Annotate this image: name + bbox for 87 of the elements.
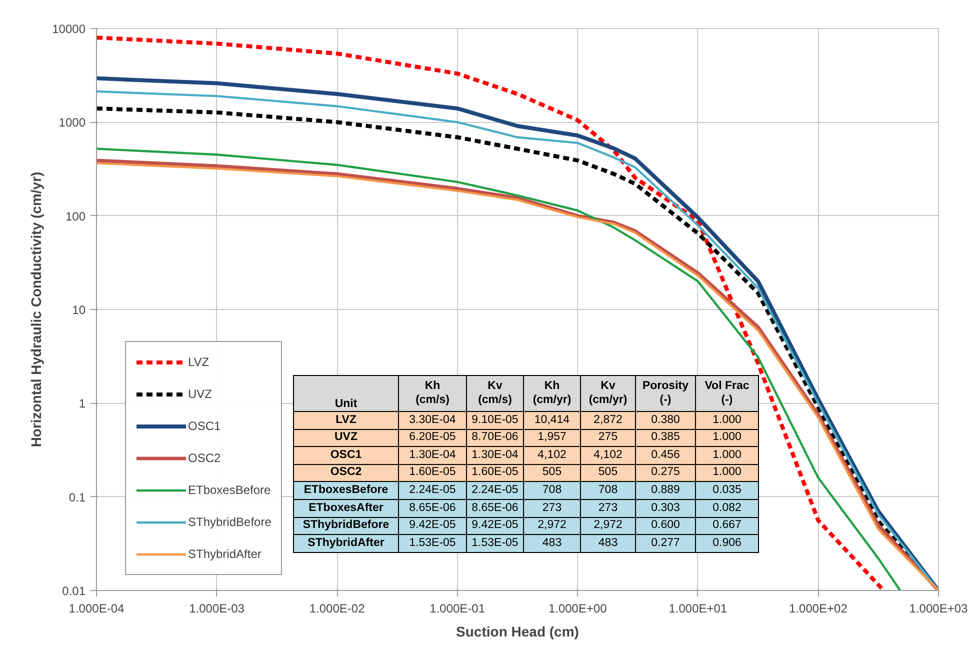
annotation: ETboxesAfter — [294, 499, 398, 518]
annotation: 8.65E-06 — [466, 499, 524, 518]
annotation: 0.035 — [696, 482, 758, 500]
x-tick-label: 1.000E-02 — [309, 602, 366, 616]
legend-label: OSC2 — [188, 451, 221, 465]
legend-label: SThybridAfter — [188, 547, 262, 561]
annotation: 483 — [524, 534, 580, 552]
annotation: SThybridBefore — [294, 517, 398, 535]
annotation: 9.42E-05 — [398, 517, 466, 535]
annotation: 0.600 — [636, 517, 696, 535]
annotation: 0.277 — [636, 534, 696, 552]
annotation: 3.30E-04 — [398, 412, 466, 430]
annotation: Kh (cm/s) — [398, 376, 466, 412]
annotation: 6.20E-05 — [398, 429, 466, 447]
annotation: 4,102 — [580, 446, 636, 464]
annotation: Kh (cm/yr) — [524, 376, 580, 412]
annotation: 275 — [580, 429, 636, 447]
annotation: 1.000 — [696, 446, 758, 464]
legend-label: LVZ — [188, 355, 210, 369]
x-tick-label: 1.000E+02 — [789, 602, 848, 616]
legend-label: SThybridBefore — [188, 515, 272, 529]
annotation: 2.24E-05 — [398, 482, 466, 500]
annotation: 8.70E-06 — [466, 429, 524, 447]
annotation: 0.889 — [636, 482, 696, 500]
annotation: Unit — [294, 376, 398, 412]
legend-label: OSC1 — [188, 419, 221, 433]
annotation: 8.65E-06 — [398, 499, 466, 518]
annotation: Kv (cm/s) — [466, 376, 524, 412]
annotation: 9.42E-05 — [466, 517, 524, 535]
annotation: 1.60E-05 — [466, 464, 524, 482]
x-tick-label: 1.000E-01 — [430, 602, 486, 616]
x-tick-label: 1.000E-03 — [189, 602, 245, 616]
annotation: 0.667 — [696, 517, 758, 535]
y-tick-label: 10 — [72, 303, 86, 317]
annotation: 483 — [580, 534, 636, 552]
annotation: 1.30E-04 — [398, 446, 466, 464]
annotation: 0.082 — [696, 499, 758, 518]
annotation: LVZ — [294, 412, 398, 430]
y-axis-title: Horizontal Hydraulic Conductivity (cm/yr) — [28, 172, 44, 448]
annotation: Porosity (-) — [636, 376, 696, 412]
annotation: 505 — [524, 464, 580, 482]
x-tick-label: 1.000E-04 — [68, 602, 125, 616]
annotation: 0.385 — [636, 429, 696, 447]
annotation: 1.000 — [696, 412, 758, 430]
annotation: 4,102 — [524, 446, 580, 464]
annotation: 273 — [580, 499, 636, 518]
annotation: 1.000 — [696, 429, 758, 447]
annotation: OSC1 — [294, 446, 398, 464]
annotation: 1.53E-05 — [466, 534, 524, 552]
annotation: 2,872 — [580, 412, 636, 430]
y-tick-label: 1000 — [58, 116, 86, 130]
annotation: 0.380 — [636, 412, 696, 430]
x-tick-label: 1.000E+00 — [548, 602, 608, 616]
annotation: 2.24E-05 — [466, 482, 524, 500]
annotation: UVZ — [294, 429, 398, 447]
x-axis-title: Suction Head (cm) — [456, 624, 579, 640]
annotation: 708 — [524, 482, 580, 500]
annotation: 1.000 — [696, 464, 758, 482]
annotation: Kv (cm/yr) — [580, 376, 636, 412]
x-tick-label: 1.000E+01 — [668, 602, 728, 616]
annotation: 708 — [580, 482, 636, 500]
annotation: 0.303 — [636, 499, 696, 518]
annotation: 1,957 — [524, 429, 580, 447]
y-tick-label: 10000 — [52, 22, 86, 36]
annotation: 2,972 — [524, 517, 580, 535]
annotation: 273 — [524, 499, 580, 518]
annotation: 0.906 — [696, 534, 758, 552]
legend-label: ETboxesBefore — [188, 483, 271, 497]
annotation: 10,414 — [524, 412, 580, 430]
annotation: SThybridAfter — [294, 534, 398, 552]
legend-label: UVZ — [188, 387, 212, 401]
annotation: 9.10E-05 — [466, 412, 524, 430]
annotation: 0.275 — [636, 464, 696, 482]
x-tick-label: 1.000E+03 — [909, 602, 968, 616]
y-tick-label: 100 — [65, 209, 86, 224]
annotation: Vol Frac (-) — [696, 376, 758, 412]
annotation: 1.30E-04 — [466, 446, 524, 464]
y-tick-label: 1 — [78, 396, 86, 411]
annotation: 1.60E-05 — [398, 464, 466, 482]
annotation: OSC2 — [294, 464, 398, 482]
y-tick-label: 0.1 — [68, 490, 86, 504]
annotation: ETboxesBefore — [294, 482, 398, 500]
annotation: 2,972 — [580, 517, 636, 535]
annotation: 1.53E-05 — [398, 534, 466, 552]
annotation: 0.456 — [636, 446, 696, 464]
y-tick-label: 0.01 — [62, 584, 86, 598]
annotation: 505 — [580, 464, 636, 482]
